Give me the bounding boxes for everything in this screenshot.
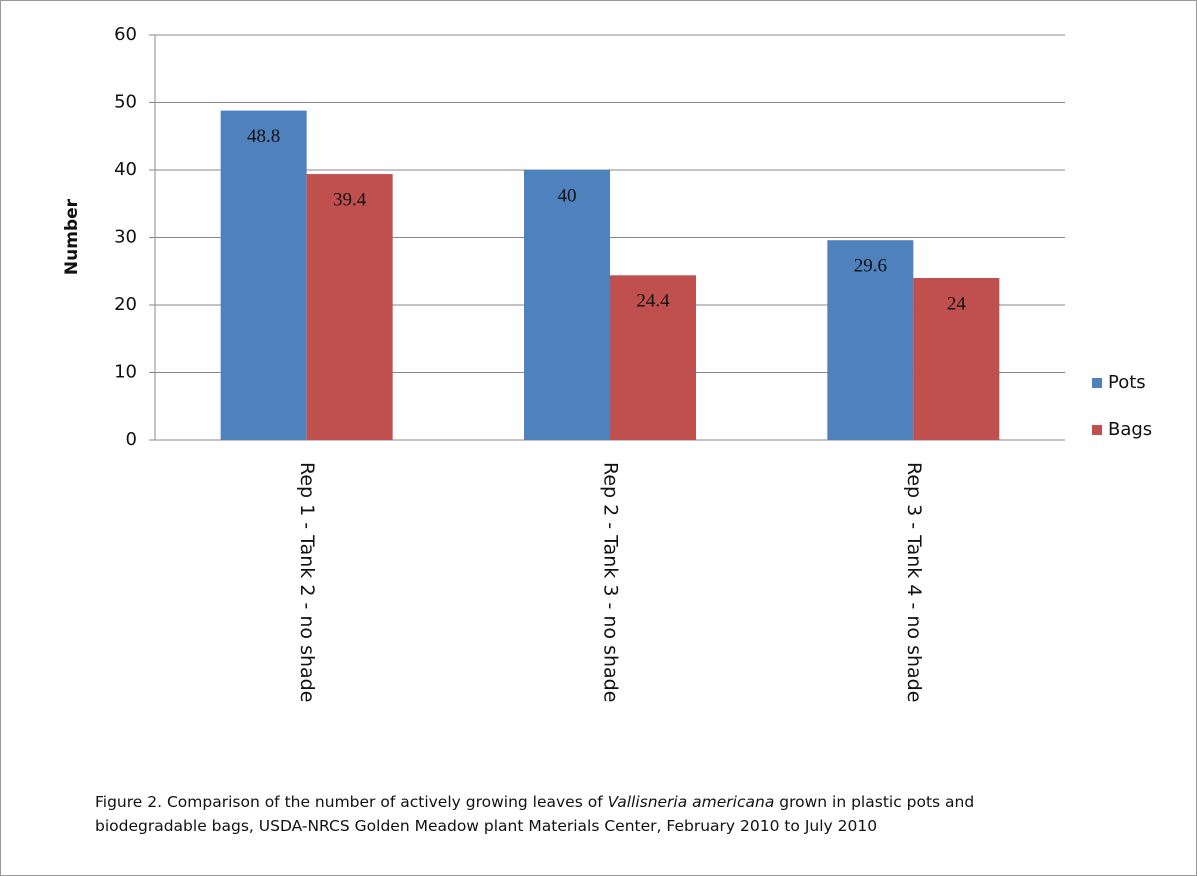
data-label: 24.4 bbox=[636, 291, 670, 312]
data-label: 39.4 bbox=[333, 189, 367, 210]
y-tick-label: 50 bbox=[114, 92, 137, 113]
data-label: 40 bbox=[558, 185, 577, 206]
x-tick-label: Rep 2 - Tank 3 - no shade bbox=[600, 462, 622, 702]
legend-label: Bags bbox=[1108, 419, 1152, 440]
legend-marker bbox=[1092, 425, 1102, 435]
caption-species: Vallisneria americana bbox=[607, 793, 775, 811]
caption-text: grown in plastic pots and biodegradable … bbox=[95, 793, 975, 835]
y-tick-label: 20 bbox=[114, 294, 137, 315]
data-label: 48.8 bbox=[247, 126, 280, 147]
bar bbox=[827, 240, 914, 440]
data-label: 24 bbox=[947, 293, 967, 314]
y-tick-label: 0 bbox=[126, 429, 137, 450]
y-axis-label: Number bbox=[62, 198, 82, 275]
legend-label: Pots bbox=[1108, 372, 1146, 393]
caption-text: Figure 2. Comparison of the number of ac… bbox=[95, 793, 608, 811]
bar bbox=[220, 110, 307, 440]
bar bbox=[913, 278, 1000, 440]
x-tick-label: Rep 3 - Tank 4 - no shade bbox=[903, 462, 925, 702]
x-tick-label: Rep 1 - Tank 2 - no shade bbox=[296, 462, 318, 702]
bar bbox=[524, 170, 610, 440]
bar bbox=[306, 174, 393, 441]
bar bbox=[610, 275, 696, 440]
legend-marker bbox=[1092, 378, 1102, 388]
caption: Figure 2. Comparison of the number of ac… bbox=[95, 790, 995, 838]
y-tick-label: 60 bbox=[114, 24, 137, 45]
data-label: 29.6 bbox=[854, 256, 887, 277]
y-tick-label: 30 bbox=[114, 227, 137, 248]
y-tick-label: 10 bbox=[114, 362, 137, 383]
y-tick-label: 40 bbox=[114, 159, 137, 180]
